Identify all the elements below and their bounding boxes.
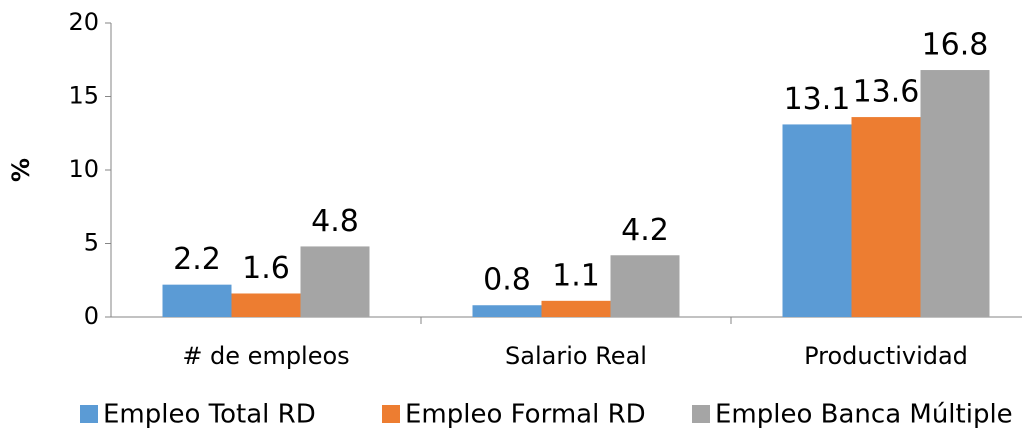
bar [162, 284, 232, 317]
value-label: 13.6 [853, 75, 920, 110]
bar [472, 305, 542, 317]
y-tick-label: 0 [84, 302, 99, 330]
value-label: 4.2 [621, 213, 669, 248]
bar [541, 300, 611, 317]
legend-swatch [80, 405, 98, 423]
y-tick-label: 20 [68, 8, 99, 36]
y-tick-label: 15 [68, 82, 99, 110]
x-tick-label: Salario Real [505, 342, 647, 370]
y-tick-label: 10 [68, 155, 99, 183]
value-label: 0.8 [483, 263, 531, 298]
value-label: 1.6 [242, 251, 290, 286]
legend-label: Empleo Total RD [103, 400, 316, 430]
value-label: 13.1 [784, 82, 851, 117]
legend-swatch [382, 405, 400, 423]
value-label: 16.8 [922, 28, 989, 63]
bar [610, 255, 680, 317]
bar [231, 293, 301, 317]
bar [782, 124, 852, 318]
y-axis-label: % [7, 158, 35, 182]
value-label: 2.2 [173, 242, 221, 277]
x-tick-label: Productividad [804, 342, 968, 370]
legend-label: Empleo Formal RD [405, 400, 646, 430]
bar [851, 117, 921, 317]
value-label: 1.1 [552, 258, 600, 293]
value-label: 4.8 [311, 204, 359, 239]
legend-swatch [692, 405, 710, 423]
x-tick-label: # de empleos [182, 342, 349, 370]
legend-label: Empleo Banca Múltiple [715, 400, 1013, 430]
bar [920, 70, 990, 317]
y-tick-label: 5 [84, 229, 99, 257]
bar [300, 246, 370, 317]
